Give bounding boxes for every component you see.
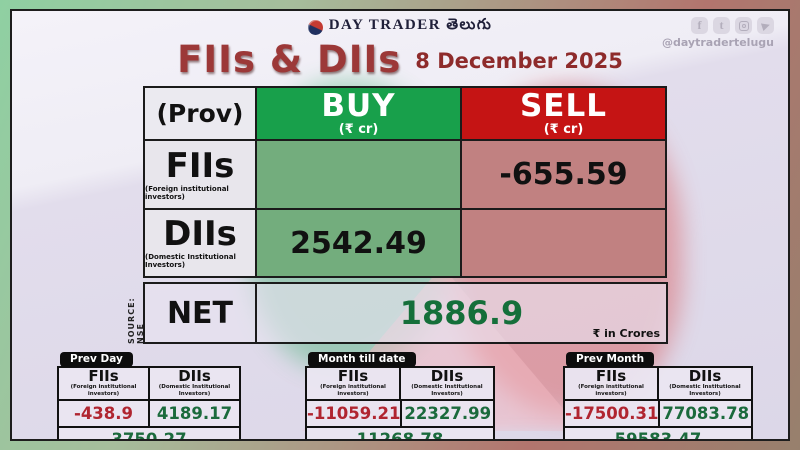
- social-icons: f t: [662, 17, 774, 34]
- summary-table-prev-day: Prev Day FIIs (Foreign institutional inv…: [57, 347, 241, 441]
- social-block: f t @daytradertelugu: [662, 17, 774, 49]
- summary-dii-value: 4189.17: [156, 404, 233, 424]
- dii-buy-cell: 2542.49: [257, 210, 460, 276]
- brand-name: DAY TRADER తెలుగు: [328, 17, 493, 33]
- buy-header-cell: BUY (₹ cr): [257, 88, 460, 139]
- telegram-icon[interactable]: [757, 17, 774, 34]
- main-table: (Prov) BUY (₹ cr) SELL (₹ cr) FIIs (Fore…: [143, 86, 667, 278]
- prov-header-cell: (Prov): [145, 88, 255, 139]
- summary-fii-value: -17500.31: [565, 401, 661, 427]
- summary-total: 59583.47: [614, 430, 702, 441]
- sell-header-cell: SELL (₹ cr): [462, 88, 665, 139]
- dii-label-cell: DIIs (Domestic Institutional Investors): [145, 210, 255, 276]
- twitter-icon[interactable]: t: [713, 17, 730, 34]
- summary-dii-label: DIIs: [430, 367, 464, 385]
- summary-fii-header: FIIs (Foreign institutional investors): [59, 367, 150, 400]
- summary-fii-header: FIIs (Foreign institutional investors): [307, 367, 401, 400]
- sell-label: SELL: [519, 87, 607, 124]
- summary-table-month-till-date: Month till date FIIs (Foreign institutio…: [305, 347, 495, 441]
- summary-dii-value: 77083.78: [662, 404, 750, 424]
- unit-note: ₹ in Crores: [592, 327, 660, 340]
- infographic-card: DAY TRADER తెలుగు f t @daytradertelugu F…: [10, 9, 790, 441]
- summary-header-row: FIIs (Foreign institutional investors) D…: [59, 367, 239, 402]
- dii-sell-cell: [462, 210, 665, 276]
- fii-buy-cell: [257, 141, 460, 208]
- summary-total: 3750.27: [111, 430, 187, 441]
- dii-label: DIIs: [163, 214, 237, 254]
- summary-grid: FIIs (Foreign institutional investors) D…: [57, 366, 241, 441]
- summary-dii-sublabel: (Domestic Institutional Investors): [669, 384, 741, 397]
- page-title: FIIs & DIIs: [177, 38, 402, 81]
- fii-sell-cell: -655.59: [462, 141, 665, 208]
- summary-header-row: FIIs (Foreign institutional investors) D…: [307, 367, 493, 402]
- net-label: NET: [145, 284, 257, 342]
- instagram-glyph: [738, 20, 749, 31]
- summary-values-row: -11059.21 22327.99: [307, 401, 493, 429]
- date-label: 8 December 2025: [415, 49, 623, 73]
- summary-table-prev-month: Prev Month FIIs (Foreign institutional i…: [563, 347, 753, 441]
- summary-fii-sublabel: (Foreign institutional investors): [320, 384, 386, 397]
- summary-fii-label: FIIs: [595, 367, 627, 385]
- social-handle: @daytradertelugu: [661, 36, 774, 49]
- summary-grid: FIIs (Foreign institutional investors) D…: [305, 366, 495, 441]
- summary-dii-header: DIIs (Domestic Institutional Investors): [659, 368, 751, 399]
- summary-grid: FIIs (Foreign institutional investors) D…: [563, 366, 753, 441]
- summary-dii-value: 22327.99: [404, 404, 492, 424]
- summary-fii-value: -11059.21: [307, 401, 403, 427]
- summary-total: 11268.78: [356, 430, 444, 441]
- summary-dii-label: DIIs: [688, 367, 722, 385]
- summary-values-row: -17500.31 77083.78: [565, 401, 751, 429]
- fii-label: FIIs: [165, 145, 235, 186]
- summary-dii-header: DIIs (Domestic Institutional Investors): [150, 368, 239, 399]
- summary-header-row: FIIs (Foreign institutional investors) D…: [565, 367, 751, 402]
- buy-label: BUY: [321, 87, 396, 124]
- facebook-icon[interactable]: f: [691, 17, 708, 34]
- net-row: NET 1886.9 ₹ in Crores: [143, 282, 668, 344]
- buy-unit-label: (₹ cr): [338, 122, 379, 138]
- title-row: FIIs & DIIs 8 December 2025: [12, 38, 788, 81]
- summary-fii-sublabel: (Foreign institutional investors): [70, 384, 137, 397]
- sell-unit-label: (₹ cr): [543, 122, 584, 138]
- dii-sublabel: (Domestic Institutional Investors): [145, 253, 236, 269]
- summary-dii-sublabel: (Domestic Institutional Investors): [158, 384, 231, 397]
- daytrader-logo-icon: [307, 19, 323, 35]
- instagram-icon[interactable]: [735, 17, 752, 34]
- twitter-glyph: t: [719, 18, 724, 32]
- summary-fii-sublabel: (Foreign institutional investors): [578, 384, 644, 397]
- fii-sublabel: (Foreign institutional investors): [145, 184, 229, 201]
- facebook-glyph: f: [697, 18, 702, 32]
- summary-values-row: -438.9 4189.17: [59, 401, 239, 429]
- brand-row: DAY TRADER తెలుగు: [12, 17, 788, 37]
- summary-tab-prev-day: Prev Day: [60, 352, 133, 367]
- summary-dii-label: DIIs: [178, 367, 211, 385]
- summary-tab-prev-month: Prev Month: [566, 352, 655, 367]
- summary-fii-label: FIIs: [88, 367, 119, 385]
- summary-fii-header: FIIs (Foreign institutional investors): [565, 367, 659, 400]
- summary-dii-header: DIIs (Domestic Institutional Investors): [401, 368, 493, 399]
- summary-fii-label: FIIs: [337, 367, 369, 385]
- telegram-glyph: [760, 20, 771, 31]
- summary-dii-sublabel: (Domestic Institutional Investors): [411, 384, 483, 397]
- summary-fii-value: -438.9: [59, 401, 150, 427]
- fii-label-cell: FIIs (Foreign institutional investors): [145, 141, 255, 208]
- summary-tab-month-till-date: Month till date: [308, 352, 416, 367]
